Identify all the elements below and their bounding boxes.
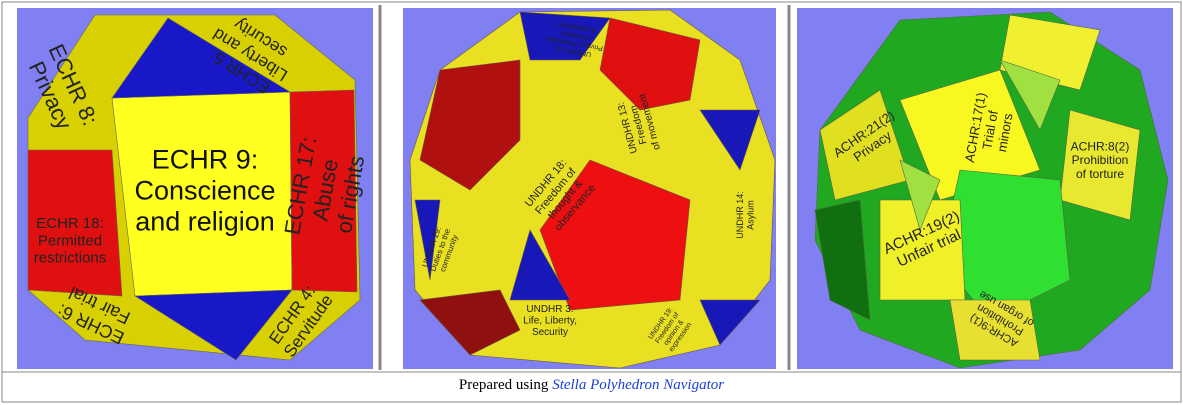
face-label-line: ECHR 9:	[152, 144, 259, 174]
caption-link[interactable]: Stella Polyhedron Navigator	[552, 377, 725, 393]
face-label-line: UNDHR 3:	[526, 304, 573, 315]
face-label: ACHR:8(2) Prohibition of torture	[1071, 139, 1130, 181]
face-label: UNDHR 3: Life, Liberty, Security	[523, 304, 577, 338]
face-label-line: minors	[994, 112, 1016, 154]
face-label: UNDHR 14:Asylum	[735, 191, 755, 239]
caption: Prepared using Stella Polyhedron Navigat…	[0, 377, 1183, 394]
face-label: ECHR 9: Conscience and religion	[134, 144, 275, 236]
face-label-line: Asylum	[745, 200, 755, 230]
face-label-line: ECHR 18:	[36, 215, 104, 232]
face-label-line: Life, Liberty,	[523, 316, 577, 327]
face-label-line: Conscience	[134, 175, 275, 205]
face-label-line: and religion	[135, 207, 275, 237]
face-label-line: Prohibition	[1072, 153, 1129, 167]
face-label-line: of torture	[1076, 167, 1124, 181]
face-label-line: ACHR:8(2)	[1071, 139, 1130, 153]
face-label-line: Permitted	[38, 232, 102, 249]
face-label: ECHR 17:Abuseof rights	[279, 135, 371, 246]
face-label-line: Trial of	[979, 109, 1001, 151]
polyhedron-1	[27, 14, 361, 361]
face-label: ECHR 18: Permitted restrictions	[34, 215, 107, 267]
face-label-line: restrictions	[34, 250, 107, 267]
face-label-line: Security	[532, 327, 568, 338]
polyhedron-3	[814, 11, 1169, 369]
polyhedron-2	[409, 9, 776, 369]
face-label-line: UNDHR 14:	[735, 191, 745, 239]
caption-text: Prepared using	[458, 377, 549, 393]
